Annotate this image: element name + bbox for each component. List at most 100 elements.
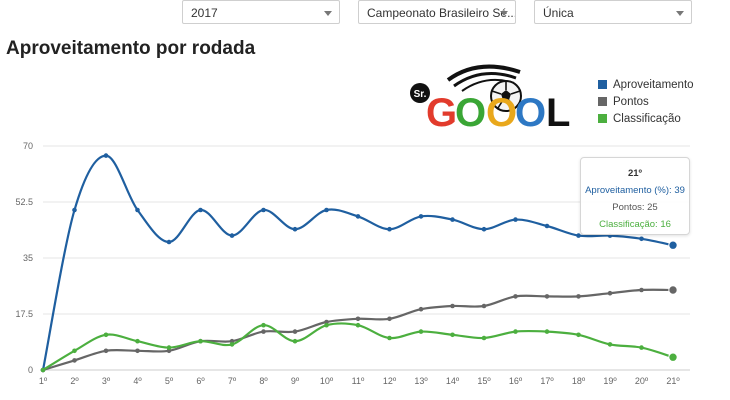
legend-item-pontos[interactable]: Pontos — [598, 95, 694, 112]
x-tick-label: 15º — [477, 376, 491, 386]
legend-swatch — [598, 80, 607, 89]
data-point[interactable] — [72, 207, 77, 213]
data-point[interactable] — [668, 285, 678, 295]
svg-text:O: O — [515, 91, 546, 130]
data-point[interactable] — [387, 316, 392, 322]
data-point[interactable] — [103, 153, 109, 158]
y-tick-label: 35 — [23, 253, 33, 263]
y-tick-label: 52.5 — [15, 197, 33, 207]
data-point[interactable] — [639, 345, 644, 350]
data-point[interactable] — [166, 348, 172, 354]
x-tick-label: 8º — [259, 376, 268, 386]
phase-select-value: Única — [543, 6, 574, 20]
data-point[interactable] — [450, 332, 455, 338]
data-point[interactable] — [135, 338, 140, 344]
x-tick-label: 7º — [228, 376, 237, 386]
data-point[interactable] — [668, 240, 678, 250]
data-point[interactable] — [135, 348, 140, 354]
data-point[interactable] — [229, 342, 235, 347]
legend-label: Aproveitamento — [613, 79, 694, 91]
data-point[interactable] — [135, 207, 140, 213]
data-point[interactable] — [292, 329, 298, 334]
data-point[interactable] — [261, 322, 266, 328]
svg-text:O: O — [455, 91, 486, 130]
data-point[interactable] — [513, 329, 518, 334]
data-point[interactable] — [166, 239, 172, 245]
legend-label: Pontos — [613, 96, 649, 108]
year-select[interactable]: 2017 — [182, 0, 340, 24]
y-tick-label: 17.5 — [15, 309, 33, 319]
x-tick-label: 16º — [509, 376, 523, 386]
phase-select[interactable]: Única — [534, 0, 692, 24]
data-point[interactable] — [72, 348, 77, 354]
svg-text:O: O — [486, 91, 517, 130]
data-point[interactable] — [544, 329, 550, 334]
x-tick-label: 21º — [666, 376, 680, 386]
y-tick-label: 0 — [28, 365, 33, 375]
x-tick-label: 3º — [102, 376, 111, 386]
data-point[interactable] — [544, 223, 550, 229]
x-tick-label: 17º — [540, 376, 554, 386]
data-point[interactable] — [513, 217, 518, 222]
x-tick-label: 4º — [133, 376, 142, 386]
data-point[interactable] — [261, 207, 266, 213]
chart-tooltip: 21º Aproveitamento (%): 39 Pontos: 25 Cl… — [580, 157, 690, 235]
data-point[interactable] — [166, 345, 172, 350]
data-point[interactable] — [387, 335, 392, 341]
y-axis-ticks: 0 17.5 35 52.5 70 — [15, 141, 33, 375]
data-point[interactable] — [324, 207, 329, 213]
data-point[interactable] — [387, 226, 392, 232]
data-point[interactable] — [261, 329, 266, 334]
series-line-0 — [41, 154, 674, 371]
data-point[interactable] — [418, 306, 424, 312]
chevron-down-icon — [324, 11, 332, 16]
logo-prefix: Sr. — [414, 89, 427, 100]
svg-text:G: G — [426, 91, 457, 130]
data-point[interactable] — [355, 214, 361, 219]
data-point[interactable] — [72, 358, 77, 363]
data-point[interactable] — [481, 303, 487, 309]
competition-select[interactable]: Campeonato Brasileiro Sé... — [358, 0, 516, 24]
data-point[interactable] — [198, 338, 203, 344]
data-point[interactable] — [229, 338, 235, 344]
data-point[interactable] — [324, 319, 329, 325]
data-point[interactable] — [450, 303, 455, 309]
data-point[interactable] — [418, 214, 424, 219]
data-point[interactable] — [418, 329, 424, 334]
data-point[interactable] — [639, 236, 644, 242]
x-tick-label: 5º — [165, 376, 174, 386]
data-point[interactable] — [450, 217, 455, 222]
data-point[interactable] — [481, 335, 487, 341]
data-point[interactable] — [607, 342, 613, 347]
data-point[interactable] — [513, 294, 518, 299]
page-title: Aproveitamento por rodada — [6, 38, 256, 59]
data-point[interactable] — [103, 348, 109, 354]
tooltip-line-aproveitamento: Aproveitamento (%): 39 — [585, 185, 685, 196]
data-point[interactable] — [292, 338, 298, 344]
x-tick-label: 10º — [320, 376, 334, 386]
competition-select-value: Campeonato Brasileiro Sé... — [367, 6, 516, 20]
data-point[interactable] — [607, 290, 613, 296]
data-point[interactable] — [544, 294, 550, 299]
data-point[interactable] — [198, 207, 203, 213]
legend-label: Classificação — [613, 113, 681, 125]
data-point[interactable] — [481, 226, 487, 232]
tooltip-line-pontos: Pontos: 25 — [612, 202, 658, 213]
data-point[interactable] — [103, 332, 109, 338]
x-axis-ticks: 1º 2º 3º 4º 5º 6º 7º 8º 9º 10º 11º 12º 13º 14º 15º 16º 1… — [39, 376, 681, 386]
legend-item-aproveitamento[interactable]: Aproveitamento — [598, 78, 694, 95]
legend-item-classificacao[interactable]: Classificação — [598, 112, 694, 129]
data-point[interactable] — [40, 367, 46, 373]
data-point[interactable] — [576, 294, 581, 299]
data-point[interactable] — [355, 316, 361, 322]
data-point[interactable] — [324, 322, 329, 328]
x-tick-label: 14º — [446, 376, 460, 386]
data-point[interactable] — [639, 287, 644, 293]
data-point[interactable] — [292, 226, 298, 232]
data-point[interactable] — [355, 322, 361, 328]
data-point[interactable] — [668, 352, 678, 362]
data-point[interactable] — [229, 233, 235, 238]
data-point[interactable] — [576, 233, 581, 238]
data-point[interactable] — [576, 332, 581, 338]
